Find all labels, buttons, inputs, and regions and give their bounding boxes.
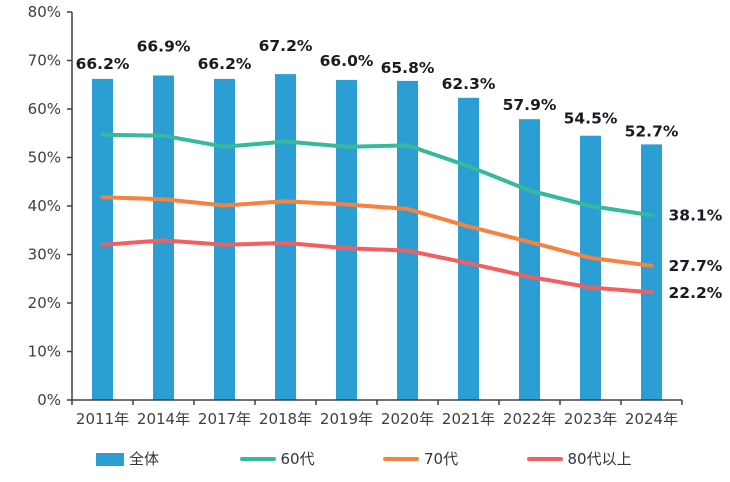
bar-2017年: [214, 78, 235, 401]
x-category-label: 2014年: [137, 410, 190, 428]
bar-value-label: 67.2%: [259, 37, 313, 55]
x-category-label: 2023年: [564, 410, 617, 428]
bar-2019年: [336, 79, 357, 401]
bar-2020年: [397, 80, 418, 401]
x-category-label: 2018年: [259, 410, 312, 428]
y-tick-label: 70%: [28, 52, 61, 70]
chart-svg: 0% 10% 20% 30% 40% 50% 60% 70% 80% 2011年 2014年 2017…: [28, 3, 723, 428]
y-tick-label: 30%: [28, 246, 61, 264]
bar-2014年: [153, 75, 174, 400]
legend-item-70s: 70代: [383, 449, 527, 468]
legend-label-70s: 70代: [424, 449, 459, 468]
x-category-label: 2021年: [442, 410, 495, 428]
legend-item-overall: 全体: [96, 449, 240, 468]
y-tick-label: 10%: [28, 343, 61, 361]
bar-2011年: [92, 78, 113, 401]
legend-swatch-80plus-line-icon: [526, 457, 563, 461]
legend-swatch-overall-bar-icon: [96, 452, 124, 466]
y-tick-label: 60%: [28, 100, 61, 118]
bar-2024年: [641, 144, 662, 400]
y-tick-label: 80%: [28, 3, 61, 21]
line-series-1: [100, 195, 654, 268]
bar-2021年: [458, 97, 479, 401]
legend-swatch-60s-line-icon: [239, 457, 276, 461]
line-series-0: [100, 132, 654, 218]
x-category-label: 2024年: [625, 410, 678, 428]
y-tick-label: 40%: [28, 197, 61, 215]
y-tick-label: 0%: [37, 391, 61, 409]
legend-swatch-70s-line-icon: [383, 457, 419, 461]
y-tick-label: 20%: [28, 294, 61, 312]
legend-label-80plus: 80代以上: [567, 449, 632, 468]
x-category-label: 2019年: [320, 410, 373, 428]
line-end-label-0: 38.1%: [669, 207, 723, 225]
chart-legend: 全体 60代 70代 80代以上: [0, 440, 730, 478]
bar-value-label: 66.9%: [137, 38, 191, 56]
line-end-label-2: 22.2%: [669, 284, 723, 302]
legend-label-60s: 60代: [280, 449, 315, 468]
line-end-label-1: 27.7%: [669, 257, 723, 275]
bar-2023年: [580, 135, 601, 400]
x-category-label: 2020年: [381, 410, 434, 428]
bar-value-label: 66.2%: [198, 55, 252, 73]
bar-value-label: 62.3%: [442, 75, 496, 93]
x-category-label: 2017年: [198, 410, 251, 428]
bar-value-label: 66.2%: [76, 55, 130, 73]
bar-value-label: 65.8%: [381, 59, 435, 77]
x-category-label: 2022年: [503, 410, 556, 428]
bar-value-label: 57.9%: [503, 96, 557, 114]
line-series-2: [100, 238, 654, 295]
bar-value-label: 52.7%: [625, 122, 679, 140]
y-tick-label: 50%: [28, 149, 61, 167]
legend-item-80plus: 80代以上: [526, 449, 671, 468]
bar-value-label: 54.5%: [564, 110, 618, 128]
bar-value-label: 66.0%: [320, 52, 374, 70]
legend-label-overall: 全体: [129, 449, 160, 468]
legend-item-60s: 60代: [239, 449, 384, 468]
x-category-label: 2011年: [76, 410, 129, 428]
bar-2022年: [519, 119, 540, 400]
bar-2018年: [275, 74, 296, 400]
